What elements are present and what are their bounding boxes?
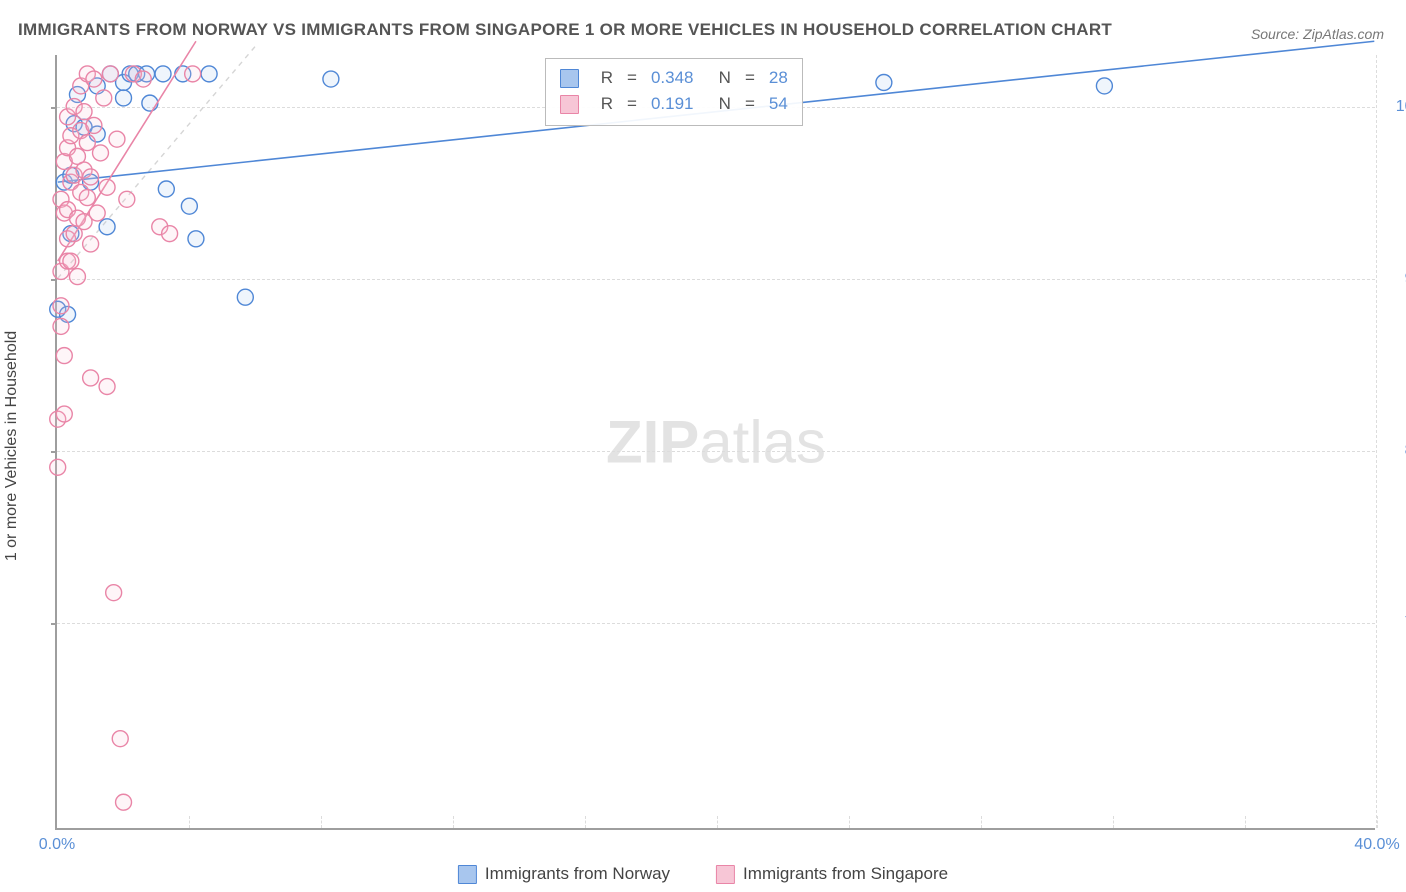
data-point xyxy=(56,348,72,364)
data-point xyxy=(102,66,118,82)
plot-area: ZIPatlas 70.0%80.0%90.0%100.0%0.0%40.0% xyxy=(55,55,1375,830)
stat-row: R = 0.348 N = 28 xyxy=(560,65,788,91)
stat-swatch xyxy=(560,95,579,114)
data-point xyxy=(112,731,128,747)
data-point xyxy=(63,253,79,269)
stat-value-n: 54 xyxy=(769,91,788,117)
y-tick-label: 100.0% xyxy=(1380,98,1406,116)
x-tick-label: 0.0% xyxy=(39,836,75,854)
legend-swatch xyxy=(458,865,477,884)
data-point xyxy=(83,370,99,386)
data-point xyxy=(237,289,253,305)
y-tick-mark xyxy=(51,279,57,281)
stat-label-r: R xyxy=(599,65,613,91)
y-tick-label: 90.0% xyxy=(1380,270,1406,288)
legend-swatch xyxy=(716,865,735,884)
data-point xyxy=(99,179,115,195)
data-point xyxy=(162,226,178,242)
data-point xyxy=(53,298,69,314)
data-point xyxy=(158,181,174,197)
data-point xyxy=(155,66,171,82)
data-point xyxy=(116,794,132,810)
data-point xyxy=(83,169,99,185)
stat-row: R = 0.191 N = 54 xyxy=(560,91,788,117)
legend-bottom: Immigrants from Norway Immigrants from Si… xyxy=(458,864,948,884)
source-attribution: Source: ZipAtlas.com xyxy=(1251,26,1384,42)
chart-container: IMMIGRANTS FROM NORWAY VS IMMIGRANTS FRO… xyxy=(0,0,1406,892)
data-point xyxy=(53,318,69,334)
data-point xyxy=(83,236,99,252)
data-point xyxy=(86,71,102,87)
legend-label: Immigrants from Singapore xyxy=(743,864,948,884)
data-point xyxy=(876,75,892,91)
stat-value-r: 0.348 xyxy=(651,65,705,91)
data-point xyxy=(86,117,102,133)
legend-label: Immigrants from Norway xyxy=(485,864,670,884)
data-point xyxy=(188,231,204,247)
data-point xyxy=(96,90,112,106)
data-point xyxy=(185,66,201,82)
data-point xyxy=(142,95,158,111)
chart-title: IMMIGRANTS FROM NORWAY VS IMMIGRANTS FRO… xyxy=(18,20,1112,40)
data-point xyxy=(201,66,217,82)
data-point xyxy=(135,71,151,87)
data-point xyxy=(50,459,66,475)
data-point xyxy=(76,104,92,120)
data-point xyxy=(106,585,122,601)
data-point xyxy=(1096,78,1112,94)
y-tick-label: 80.0% xyxy=(1380,442,1406,460)
equals-sign: = xyxy=(745,65,755,91)
stat-swatch xyxy=(560,69,579,88)
stat-label-n: N xyxy=(717,91,731,117)
equals-sign: = xyxy=(745,91,755,117)
legend-item: Immigrants from Singapore xyxy=(716,864,948,884)
stat-value-r: 0.191 xyxy=(651,91,705,117)
data-point xyxy=(116,90,132,106)
data-point xyxy=(119,191,135,207)
x-tick-label: 40.0% xyxy=(1354,836,1399,854)
data-point xyxy=(323,71,339,87)
data-point xyxy=(79,190,95,206)
y-tick-mark xyxy=(51,107,57,109)
stat-label-n: N xyxy=(717,65,731,91)
y-tick-mark xyxy=(51,623,57,625)
x-tick-mark xyxy=(1377,816,1378,828)
data-point xyxy=(79,135,95,151)
y-tick-label: 70.0% xyxy=(1380,614,1406,632)
stat-value-n: 28 xyxy=(769,65,788,91)
equals-sign: = xyxy=(627,65,637,91)
data-point xyxy=(181,198,197,214)
equals-sign: = xyxy=(627,91,637,117)
data-point xyxy=(69,269,85,285)
y-axis-label: 1 or more Vehicles in Household xyxy=(3,331,21,561)
legend-item: Immigrants from Norway xyxy=(458,864,670,884)
data-point xyxy=(99,379,115,395)
data-point xyxy=(109,131,125,147)
y-tick-mark xyxy=(51,451,57,453)
stat-label-r: R xyxy=(599,91,613,117)
data-point xyxy=(89,205,105,221)
correlation-stats-box: R = 0.348 N = 28 R = 0.191 N = 54 xyxy=(545,58,803,126)
data-point xyxy=(56,406,72,422)
data-point xyxy=(93,145,109,161)
scatter-svg xyxy=(57,55,1375,828)
gridline-v xyxy=(1376,55,1377,828)
data-point xyxy=(99,219,115,235)
